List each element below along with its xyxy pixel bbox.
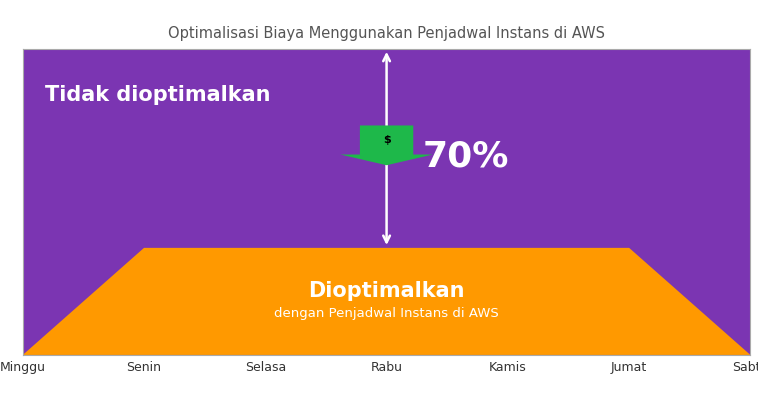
- Text: $: $: [383, 135, 390, 145]
- Text: dengan Penjadwal Instans di AWS: dengan Penjadwal Instans di AWS: [274, 307, 499, 320]
- Text: Dioptimalkan: Dioptimalkan: [309, 281, 465, 301]
- Polygon shape: [23, 248, 750, 355]
- Title: Optimalisasi Biaya Menggunakan Penjadwal Instans di AWS: Optimalisasi Biaya Menggunakan Penjadwal…: [168, 26, 605, 41]
- Text: 70%: 70%: [423, 139, 509, 173]
- Text: Tidak dioptimalkan: Tidak dioptimalkan: [45, 85, 270, 105]
- Polygon shape: [340, 126, 433, 165]
